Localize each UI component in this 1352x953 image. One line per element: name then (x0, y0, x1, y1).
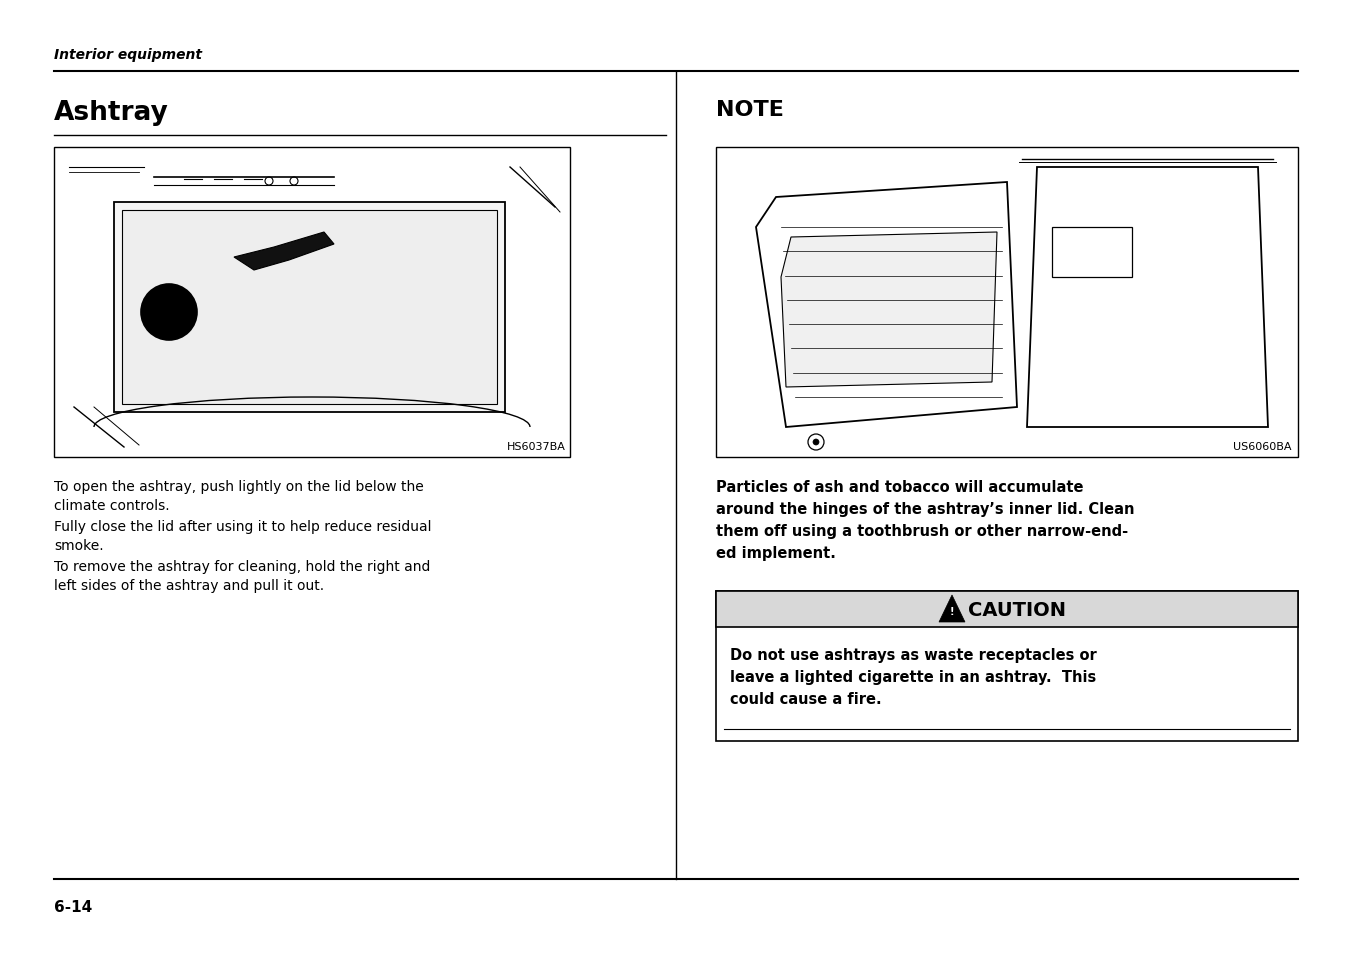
Polygon shape (1028, 168, 1268, 428)
Text: around the hinges of the ashtray’s inner lid. Clean: around the hinges of the ashtray’s inner… (717, 501, 1134, 517)
Bar (1052, 228, 1132, 277)
Text: To open the ashtray, push lightly on the lid below the: To open the ashtray, push lightly on the… (54, 479, 423, 494)
Bar (717, 592, 1298, 627)
Bar (54, 148, 571, 457)
Text: left sides of the ashtray and pull it out.: left sides of the ashtray and pull it ou… (54, 578, 324, 593)
Text: Do not use ashtrays as waste receptacles or: Do not use ashtrays as waste receptacles… (730, 647, 1096, 662)
Text: Interior equipment: Interior equipment (54, 48, 201, 62)
Circle shape (141, 285, 197, 340)
Text: To remove the ashtray for cleaning, hold the right and: To remove the ashtray for cleaning, hold… (54, 559, 430, 574)
Bar (122, 211, 498, 405)
Text: could cause a fire.: could cause a fire. (730, 691, 882, 706)
Text: leave a lighted cigarette in an ashtray.  This: leave a lighted cigarette in an ashtray.… (730, 669, 1096, 684)
Polygon shape (756, 183, 1017, 428)
Bar (114, 203, 506, 413)
Text: US6060BA: US6060BA (1233, 441, 1293, 452)
Polygon shape (781, 233, 996, 388)
Polygon shape (940, 596, 965, 622)
Text: Particles of ash and tobacco will accumulate: Particles of ash and tobacco will accumu… (717, 479, 1083, 495)
Text: them off using a toothbrush or other narrow-end-: them off using a toothbrush or other nar… (717, 523, 1128, 538)
Text: climate controls.: climate controls. (54, 498, 169, 513)
Text: Ashtray: Ashtray (54, 100, 169, 126)
Bar (717, 148, 1298, 457)
Text: ed implement.: ed implement. (717, 545, 836, 560)
Text: NOTE: NOTE (717, 100, 784, 120)
Polygon shape (234, 233, 334, 271)
Text: !: ! (949, 606, 955, 617)
Circle shape (813, 439, 819, 446)
Text: CAUTION: CAUTION (968, 599, 1065, 618)
Text: 6-14: 6-14 (54, 899, 92, 914)
Bar (717, 592, 1298, 741)
Circle shape (149, 293, 189, 333)
Circle shape (157, 301, 181, 325)
Text: Fully close the lid after using it to help reduce residual: Fully close the lid after using it to he… (54, 519, 431, 534)
Bar (717, 592, 1298, 627)
Text: HS6037BA: HS6037BA (507, 441, 566, 452)
Text: smoke.: smoke. (54, 538, 104, 553)
